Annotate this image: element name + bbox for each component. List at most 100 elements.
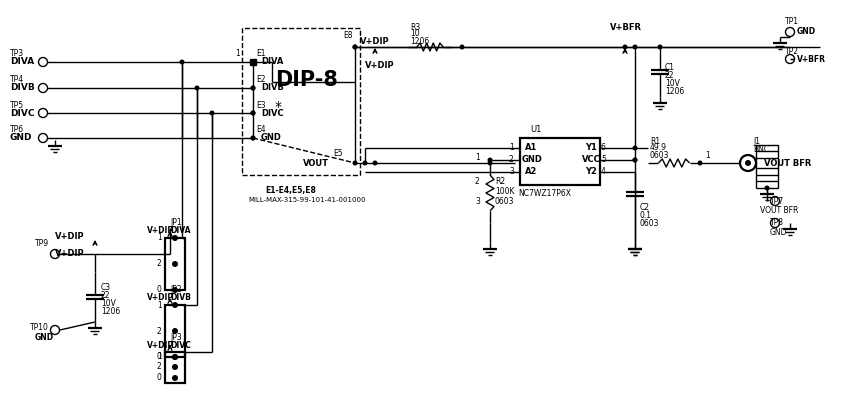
Text: TP5: TP5 [10,101,24,109]
Text: 1: 1 [157,234,162,242]
Circle shape [250,59,256,64]
Text: 1: 1 [234,49,239,59]
Circle shape [172,375,178,381]
Circle shape [172,328,178,334]
Text: DIVA: DIVA [170,226,190,236]
Text: Y2: Y2 [584,168,596,176]
Circle shape [250,135,256,140]
Text: E2: E2 [256,76,265,84]
Bar [164,238,185,290]
Text: JP2: JP2 [170,285,181,295]
Circle shape [740,155,755,171]
Text: GND: GND [261,133,281,142]
Circle shape [172,302,178,308]
Text: R3: R3 [410,23,420,31]
Text: 1: 1 [704,150,709,160]
Text: GND: GND [521,156,542,164]
Text: TP9: TP9 [35,240,49,248]
Text: C2: C2 [639,203,649,213]
Text: VOUT BFR: VOUT BFR [763,158,810,168]
Circle shape [487,160,492,166]
Text: DIVB: DIVB [10,84,35,92]
Text: TP7: TP7 [769,197,783,205]
Text: DIVA: DIVA [10,57,34,66]
Text: V+DIP: V+DIP [147,341,174,349]
Text: 0603: 0603 [639,220,659,228]
Text: 1: 1 [157,300,162,310]
Text: BNC: BNC [752,144,769,154]
Text: VOUT: VOUT [302,158,329,168]
Text: 1206: 1206 [665,86,683,96]
Text: GND: GND [35,332,54,341]
Circle shape [172,261,178,267]
Text: A2: A2 [524,168,537,176]
Circle shape [172,364,178,370]
Circle shape [632,146,636,150]
Circle shape [372,160,377,166]
Circle shape [632,45,636,49]
Circle shape [250,111,256,115]
Text: VOUT BFR: VOUT BFR [759,207,797,215]
Text: V+DIP: V+DIP [360,37,389,47]
Circle shape [172,235,178,241]
Bar [520,138,599,185]
Bar [164,305,185,357]
Text: V+BFR: V+BFR [796,55,825,64]
Text: DIVC: DIVC [10,109,34,117]
Text: V+DIP: V+DIP [147,226,174,236]
Text: TP1: TP1 [784,18,798,27]
Circle shape [352,160,357,166]
Text: E4: E4 [256,125,265,135]
Circle shape [250,111,256,115]
Text: A1: A1 [524,144,537,152]
Circle shape [194,86,199,90]
Text: 10V: 10V [665,78,679,88]
Text: DIVA: DIVA [261,57,283,66]
Text: 2: 2 [475,176,479,185]
Text: V+BFR: V+BFR [609,23,642,31]
Bar [242,28,360,175]
Text: 0: 0 [157,285,162,295]
Text: E1: E1 [256,49,265,59]
Text: R2: R2 [494,176,504,185]
Text: C3: C3 [101,283,111,291]
Text: TP10: TP10 [30,322,49,332]
Text: TP8: TP8 [769,219,783,228]
Text: 3: 3 [509,168,513,176]
Text: 2: 2 [157,363,162,371]
Bar [755,145,777,181]
Text: DIVC: DIVC [170,341,191,349]
Bar [250,59,256,65]
Text: 1206: 1206 [101,306,120,316]
Text: 2: 2 [509,156,513,164]
Text: 3: 3 [475,197,480,205]
Text: 0603: 0603 [649,150,669,160]
Text: E8: E8 [343,31,352,39]
Text: 1: 1 [475,154,479,162]
Text: V+DIP: V+DIP [55,232,84,242]
Text: V+DIP: V+DIP [55,250,84,258]
Text: *: * [274,100,282,114]
Text: TP3: TP3 [10,49,24,59]
Text: NC7WZ17P6X: NC7WZ17P6X [517,189,570,197]
Text: 1: 1 [157,353,162,361]
Text: V+DIP: V+DIP [365,60,394,70]
Circle shape [632,158,636,162]
Circle shape [657,45,662,49]
Circle shape [622,45,627,49]
Circle shape [352,45,357,49]
Text: TP4: TP4 [10,76,24,84]
Circle shape [250,135,256,140]
Text: 10: 10 [410,29,419,39]
Circle shape [250,86,256,90]
Text: C1: C1 [665,62,674,72]
Circle shape [250,86,256,90]
Text: DIVB: DIVB [170,293,191,302]
Text: DIVC: DIVC [261,109,284,117]
Circle shape [362,160,367,166]
Text: 22: 22 [665,70,674,80]
Text: JP1: JP1 [170,219,181,228]
Text: 6: 6 [601,144,605,152]
Text: 1206: 1206 [410,37,429,45]
Text: 2: 2 [157,326,162,336]
